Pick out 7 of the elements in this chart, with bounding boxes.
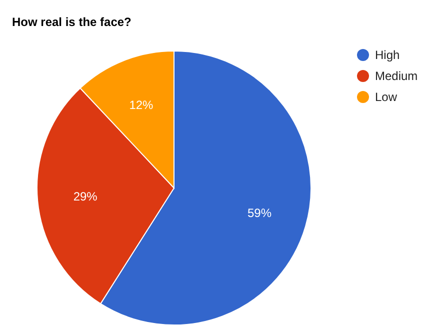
chart-title: How real is the face?	[12, 15, 132, 29]
data-label: 29%	[73, 189, 98, 204]
legend-label: High	[375, 48, 400, 62]
legend-label: Low	[375, 90, 398, 104]
data-label: 59%	[248, 206, 272, 220]
data-label: 12%	[129, 98, 154, 112]
legend-label: Medium	[375, 69, 418, 83]
